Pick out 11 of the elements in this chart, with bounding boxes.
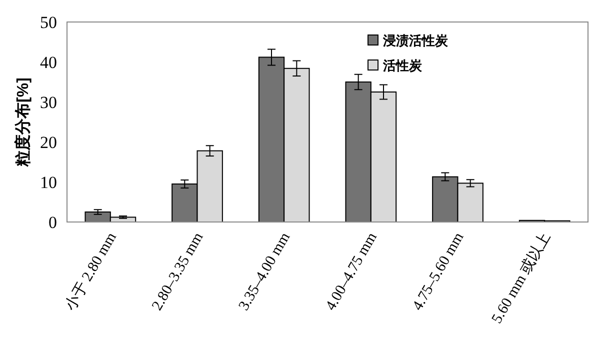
xtick: 小于 2.80 mm	[62, 230, 120, 314]
ytick: 50	[40, 13, 57, 32]
ytick: 10	[40, 173, 57, 192]
ytick: 40	[40, 53, 57, 72]
xtick: 5.60 mm 或以上	[489, 230, 554, 326]
ylabel: 粒度分布[%]	[15, 78, 32, 166]
ytick: 20	[40, 133, 57, 152]
legend-label: 浸渍活性炭	[383, 33, 448, 48]
legend-label: 活性炭	[383, 58, 422, 73]
ytick: 30	[40, 93, 57, 112]
ytick: 0	[48, 213, 57, 232]
